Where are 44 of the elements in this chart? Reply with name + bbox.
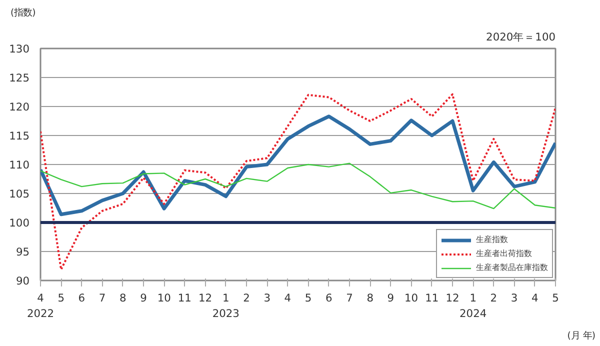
y-tick-label: 100 <box>9 216 30 230</box>
x-tick-label: 6 <box>326 292 333 304</box>
x-tick-label: 2 <box>243 292 250 304</box>
line-series <box>40 114 556 216</box>
x-tick-label: 9 <box>140 292 148 304</box>
x-tick-label: 7 <box>98 292 106 304</box>
y-tick-label: 125 <box>9 72 30 84</box>
x-tick-label: 7 <box>346 292 353 304</box>
y-tick-label: 130 <box>9 42 30 56</box>
x-tick-label: 8 <box>366 292 374 304</box>
x-tick-label: 5 <box>304 292 312 304</box>
x-tick-label: 1 2023 <box>212 292 240 320</box>
x-tick-label: 10 <box>404 292 418 304</box>
x-tick-label: 4 2022 <box>26 292 54 320</box>
x-tick-label: 3 <box>510 292 518 304</box>
x-tick-label: 1 2024 <box>460 292 487 320</box>
text: 2020年＝100 <box>486 30 556 44</box>
y-tick-label: 95 <box>16 246 30 258</box>
y-tick-label: 90 <box>16 274 30 288</box>
legend-label: 生産指数 <box>476 234 508 245</box>
y-tick-label: 105 <box>9 188 30 200</box>
x-tick-label: 6 <box>78 292 86 304</box>
line-series <box>40 93 556 270</box>
y-tick-label: 115 <box>9 130 30 142</box>
x-tick-label: 5 <box>58 292 64 304</box>
y-axis-title: (指数) <box>10 8 36 18</box>
x-tick-label: 5 <box>552 292 559 304</box>
x-tick-label: 2 <box>490 292 498 304</box>
x-axis-title: (月 年) <box>567 330 596 342</box>
x-tick-label: 4 <box>284 292 292 304</box>
x-tick-label: 11 <box>425 292 439 304</box>
y-tick-label: 120 <box>9 100 30 114</box>
y-tick-label: 110 <box>9 158 30 172</box>
x-tick-label: 4 <box>532 292 539 304</box>
legend-label: 生産者出荷指数 <box>476 248 532 259</box>
x-tick-label: 11 <box>178 292 192 304</box>
x-tick-label: 12 <box>198 292 212 304</box>
x-tick-label: 12 <box>446 292 460 304</box>
line-series <box>40 162 556 210</box>
x-tick-label: 3 <box>264 292 270 304</box>
legend-label: 生産者製品在庫指数 <box>476 262 548 273</box>
x-tick-label: 9 <box>387 292 394 304</box>
x-tick-label: 10 <box>157 292 172 304</box>
x-tick-label: 8 <box>120 292 127 304</box>
